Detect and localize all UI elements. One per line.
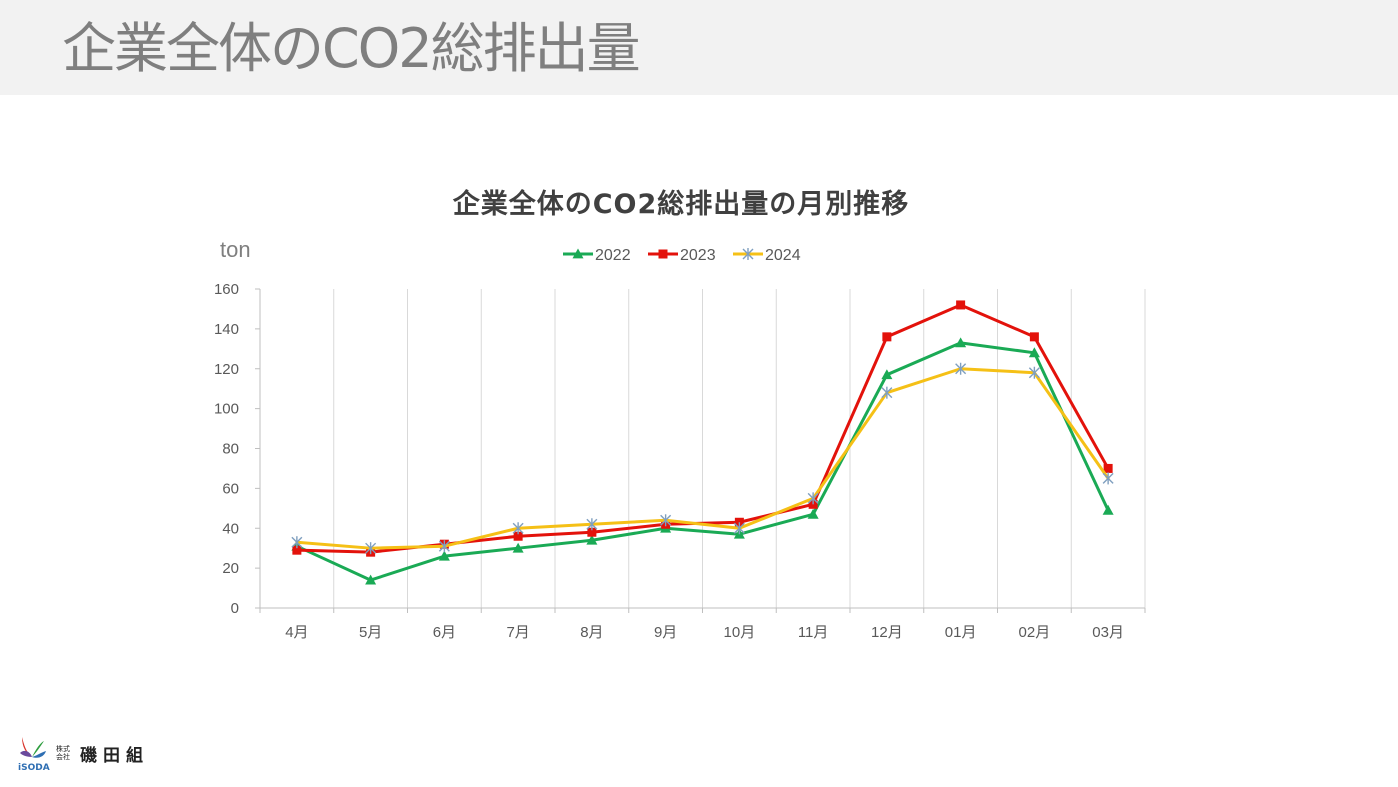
data-point-triangle	[512, 542, 524, 553]
series-line-2024	[295, 367, 1110, 550]
y-tick-label: 140	[214, 321, 239, 338]
logo-leaf-purple-icon	[20, 750, 32, 757]
logo-kabu-label: 株式会社	[56, 745, 70, 761]
data-point-star	[1028, 366, 1040, 379]
data-point-square	[956, 300, 966, 310]
x-tick-label: 03月	[1092, 624, 1124, 641]
x-tick-label: 7月	[506, 624, 529, 641]
data-point-star	[512, 522, 524, 535]
data-point-square	[1103, 463, 1113, 473]
y-tick-label: 20	[222, 560, 239, 577]
y-tick-label: 0	[231, 600, 239, 617]
data-point-star	[881, 386, 893, 399]
y-tick-label: 60	[222, 480, 239, 497]
legend-item-2022: 2022	[563, 247, 631, 264]
data-point-star	[660, 514, 672, 527]
x-tick-label: 01月	[945, 624, 977, 641]
series-line-2022	[295, 341, 1110, 582]
logo-brand-text: iSODA	[18, 763, 50, 773]
x-tick-label: 10月	[724, 624, 756, 641]
data-point-star	[955, 362, 967, 375]
data-point-triangle	[955, 337, 967, 348]
chart-title: 企業全体のCO2総排出量の月別推移	[453, 188, 910, 220]
x-tick-label: 02月	[1019, 624, 1051, 641]
legend-item-2023: 2023	[648, 247, 716, 264]
y-tick-label: 120	[214, 361, 239, 378]
legend-item-2024: 2024	[733, 247, 801, 264]
data-point-triangle	[365, 574, 377, 585]
data-point-triangle	[881, 369, 893, 380]
chart-axes: 0 20 40 60 80 100 120 140 160 4月 5月 6月 7月 8月 9月 10月 11月 1…	[214, 281, 1146, 641]
y-tick-label: 100	[214, 401, 239, 418]
x-tick-label: 11月	[798, 624, 829, 641]
x-tick-label: 5月	[359, 624, 382, 641]
data-point-square	[587, 527, 597, 537]
y-tick-label: 80	[222, 441, 239, 458]
chart-grid	[259, 289, 1146, 608]
x-tick-label: 4月	[285, 624, 308, 641]
data-point-triangle	[586, 534, 598, 545]
series-2024	[291, 362, 1114, 555]
chart-series	[291, 300, 1114, 585]
data-point-square	[882, 332, 892, 342]
y-tick-label: 160	[214, 281, 239, 298]
data-point-triangle	[807, 508, 819, 519]
data-point-triangle	[1102, 504, 1114, 515]
x-tick-label: 9月	[654, 624, 677, 641]
legend-label: 2022	[595, 247, 631, 264]
y-tick-label: 40	[222, 520, 239, 537]
logo-leaf-blue-icon	[32, 751, 46, 758]
logo-leaf-green-icon	[32, 741, 44, 757]
company-logo: iSODA	[18, 737, 50, 773]
legend-label: 2024	[765, 247, 801, 264]
slide-title: 企業全体のCO2総排出量	[62, 17, 641, 80]
logo-company-name: 磯田組	[80, 746, 149, 766]
data-point-square	[292, 545, 302, 555]
data-point-triangle	[1028, 347, 1040, 358]
data-point-triangle	[572, 248, 584, 259]
data-point-star	[742, 248, 754, 260]
data-point-star	[365, 542, 377, 555]
slide-header	[0, 0, 1398, 95]
x-tick-label: 12月	[871, 624, 903, 641]
data-point-triangle	[438, 550, 450, 561]
data-point-star	[807, 492, 819, 505]
x-tick-label: 8月	[580, 624, 603, 641]
data-point-square	[513, 531, 523, 541]
data-point-star	[586, 518, 598, 531]
data-point-star	[438, 540, 450, 553]
chart-legend: 2022 2023 2024	[563, 247, 801, 264]
data-point-square	[1029, 332, 1039, 342]
legend-label: 2023	[680, 247, 716, 264]
y-axis-unit-label: ton	[220, 237, 251, 262]
data-point-star	[291, 536, 303, 549]
data-point-star	[1102, 472, 1114, 485]
data-point-star	[733, 522, 745, 535]
data-point-square	[658, 249, 668, 259]
x-tick-label: 6月	[433, 624, 456, 641]
